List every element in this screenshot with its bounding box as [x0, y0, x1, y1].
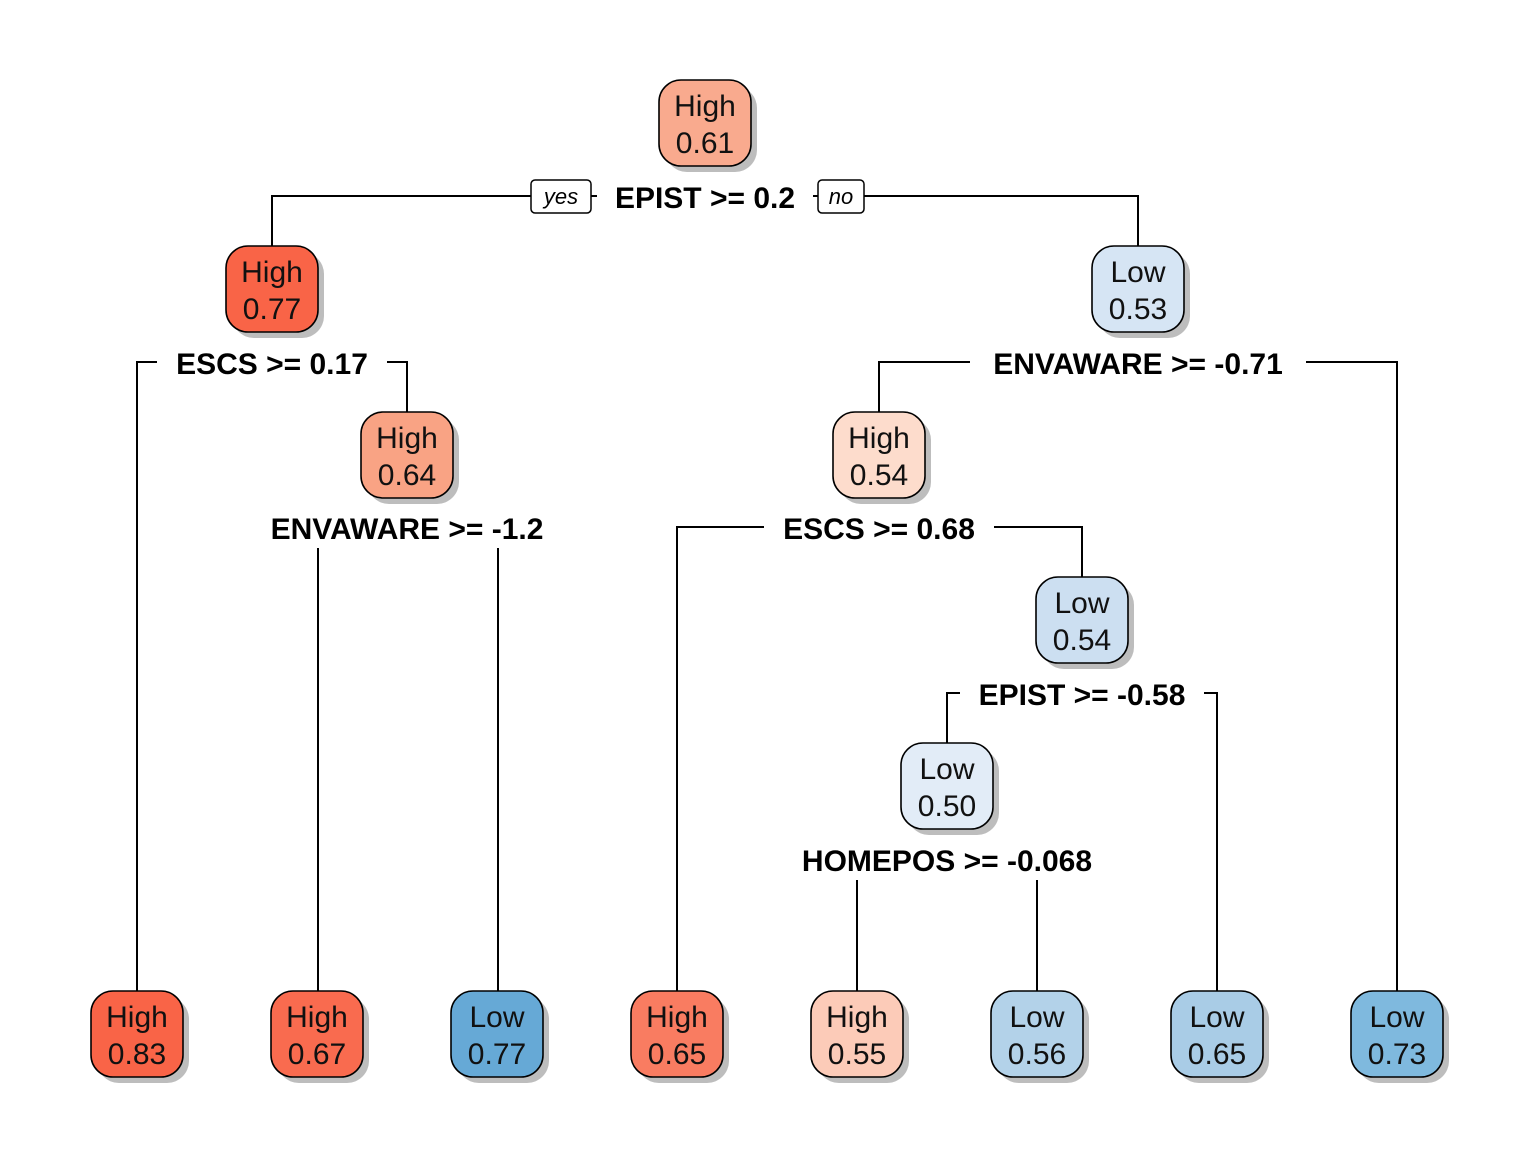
node-class-label: High — [241, 256, 303, 289]
node-class-label: Low — [469, 1001, 524, 1034]
node-box — [810, 990, 904, 1078]
tree-node-l3: Low 0.77 — [450, 990, 549, 1083]
split-labels: yes no EPIST >= 0.2 ESCS >= 0.17 ENVAWARE >=… — [176, 179, 1283, 878]
node-probability: 0.67 — [288, 1038, 346, 1071]
edge-s_root-right — [813, 195, 1139, 246]
node-box — [900, 742, 994, 830]
edge-s_n13-right — [1204, 692, 1218, 991]
node-probability: 0.73 — [1368, 1038, 1426, 1071]
edge-s_n3-left — [878, 361, 970, 412]
node-probability: 0.65 — [648, 1038, 706, 1071]
tree-nodes: High0.61High0.77Low0.53High0.64High0.54L… — [90, 79, 1449, 1083]
tree-node-l2: High 0.67 — [270, 990, 369, 1083]
tree-node-root: High 0.61 — [658, 79, 757, 172]
node-probability: 0.54 — [1053, 624, 1111, 657]
split-label-s_n5: ENVAWARE >= -1.2 — [271, 513, 544, 546]
node-probability: 0.50 — [918, 790, 976, 823]
node-box — [658, 79, 752, 167]
no-branch-label-box — [817, 179, 865, 214]
edge-s_n2-right — [387, 361, 408, 412]
split-label-s_n2: ESCS >= 0.17 — [176, 348, 368, 381]
tree-node-n3: Low 0.53 — [1091, 245, 1190, 338]
node-probability: 0.56 — [1008, 1038, 1066, 1071]
node-class-label: High — [646, 1001, 708, 1034]
node-probability: 0.55 — [828, 1038, 886, 1071]
split-label-s_n13: EPIST >= -0.58 — [979, 679, 1186, 712]
split-label-s_root: EPIST >= 0.2 — [615, 182, 795, 215]
node-class-label: Low — [1110, 256, 1165, 289]
node-class-label: Low — [919, 753, 974, 786]
node-class-label: High — [848, 422, 910, 455]
node-box — [225, 245, 319, 333]
node-box — [1350, 990, 1444, 1078]
edge-s_n6-left — [676, 526, 764, 991]
tree-node-n26: Low 0.50 — [900, 742, 999, 835]
tree-node-l5: High 0.55 — [810, 990, 909, 1083]
tree-node-n13: Low 0.54 — [1035, 576, 1134, 669]
edge-s_n13-left — [946, 692, 960, 743]
node-probability: 0.64 — [378, 459, 436, 492]
tree-node-l4: High 0.65 — [630, 990, 729, 1083]
node-probability: 0.61 — [676, 127, 734, 160]
node-probability: 0.53 — [1109, 293, 1167, 326]
tree-node-n6: High 0.54 — [832, 411, 931, 504]
node-probability: 0.83 — [108, 1038, 166, 1071]
tree-node-l8: Low 0.73 — [1350, 990, 1449, 1083]
no-branch-label: no — [817, 179, 865, 214]
tree-node-n2: High 0.77 — [225, 245, 324, 338]
tree-edges — [136, 195, 1398, 991]
split-label-s_n6: ESCS >= 0.68 — [783, 513, 975, 546]
node-class-label: Low — [1009, 1001, 1064, 1034]
node-box — [450, 990, 544, 1078]
node-box — [1035, 576, 1129, 664]
node-box — [990, 990, 1084, 1078]
node-class-label: High — [376, 422, 438, 455]
yes-branch-label-text: yes — [542, 184, 578, 209]
no-branch-label-text: no — [829, 184, 853, 209]
node-class-label: Low — [1189, 1001, 1244, 1034]
node-box — [90, 990, 184, 1078]
node-class-label: High — [826, 1001, 888, 1034]
node-box — [832, 411, 926, 499]
tree-node-n5: High 0.64 — [360, 411, 459, 504]
yes-branch-label-box — [530, 179, 592, 214]
node-class-label: Low — [1054, 587, 1109, 620]
node-box — [360, 411, 454, 499]
edge-s_n2-left — [136, 361, 157, 991]
node-box — [630, 990, 724, 1078]
edge-s_root-left — [271, 195, 597, 246]
node-class-label: Low — [1369, 1001, 1424, 1034]
tree-node-l6: Low 0.56 — [990, 990, 1089, 1083]
edge-s_n3-right — [1306, 361, 1398, 991]
node-box — [1091, 245, 1185, 333]
node-probability: 0.77 — [243, 293, 301, 326]
node-class-label: High — [106, 1001, 168, 1034]
tree-node-l1: High 0.83 — [90, 990, 189, 1083]
node-box — [270, 990, 364, 1078]
split-label-s_n3: ENVAWARE >= -0.71 — [993, 348, 1283, 381]
yes-branch-label: yes — [530, 179, 592, 214]
node-class-label: High — [286, 1001, 348, 1034]
node-box — [1170, 990, 1264, 1078]
node-probability: 0.77 — [468, 1038, 526, 1071]
split-label-s_n26: HOMEPOS >= -0.068 — [802, 845, 1092, 878]
node-probability: 0.65 — [1188, 1038, 1246, 1071]
tree-node-l7: Low 0.65 — [1170, 990, 1269, 1083]
node-class-label: High — [674, 90, 736, 123]
edge-s_n6-right — [994, 526, 1083, 577]
node-probability: 0.54 — [850, 459, 908, 492]
